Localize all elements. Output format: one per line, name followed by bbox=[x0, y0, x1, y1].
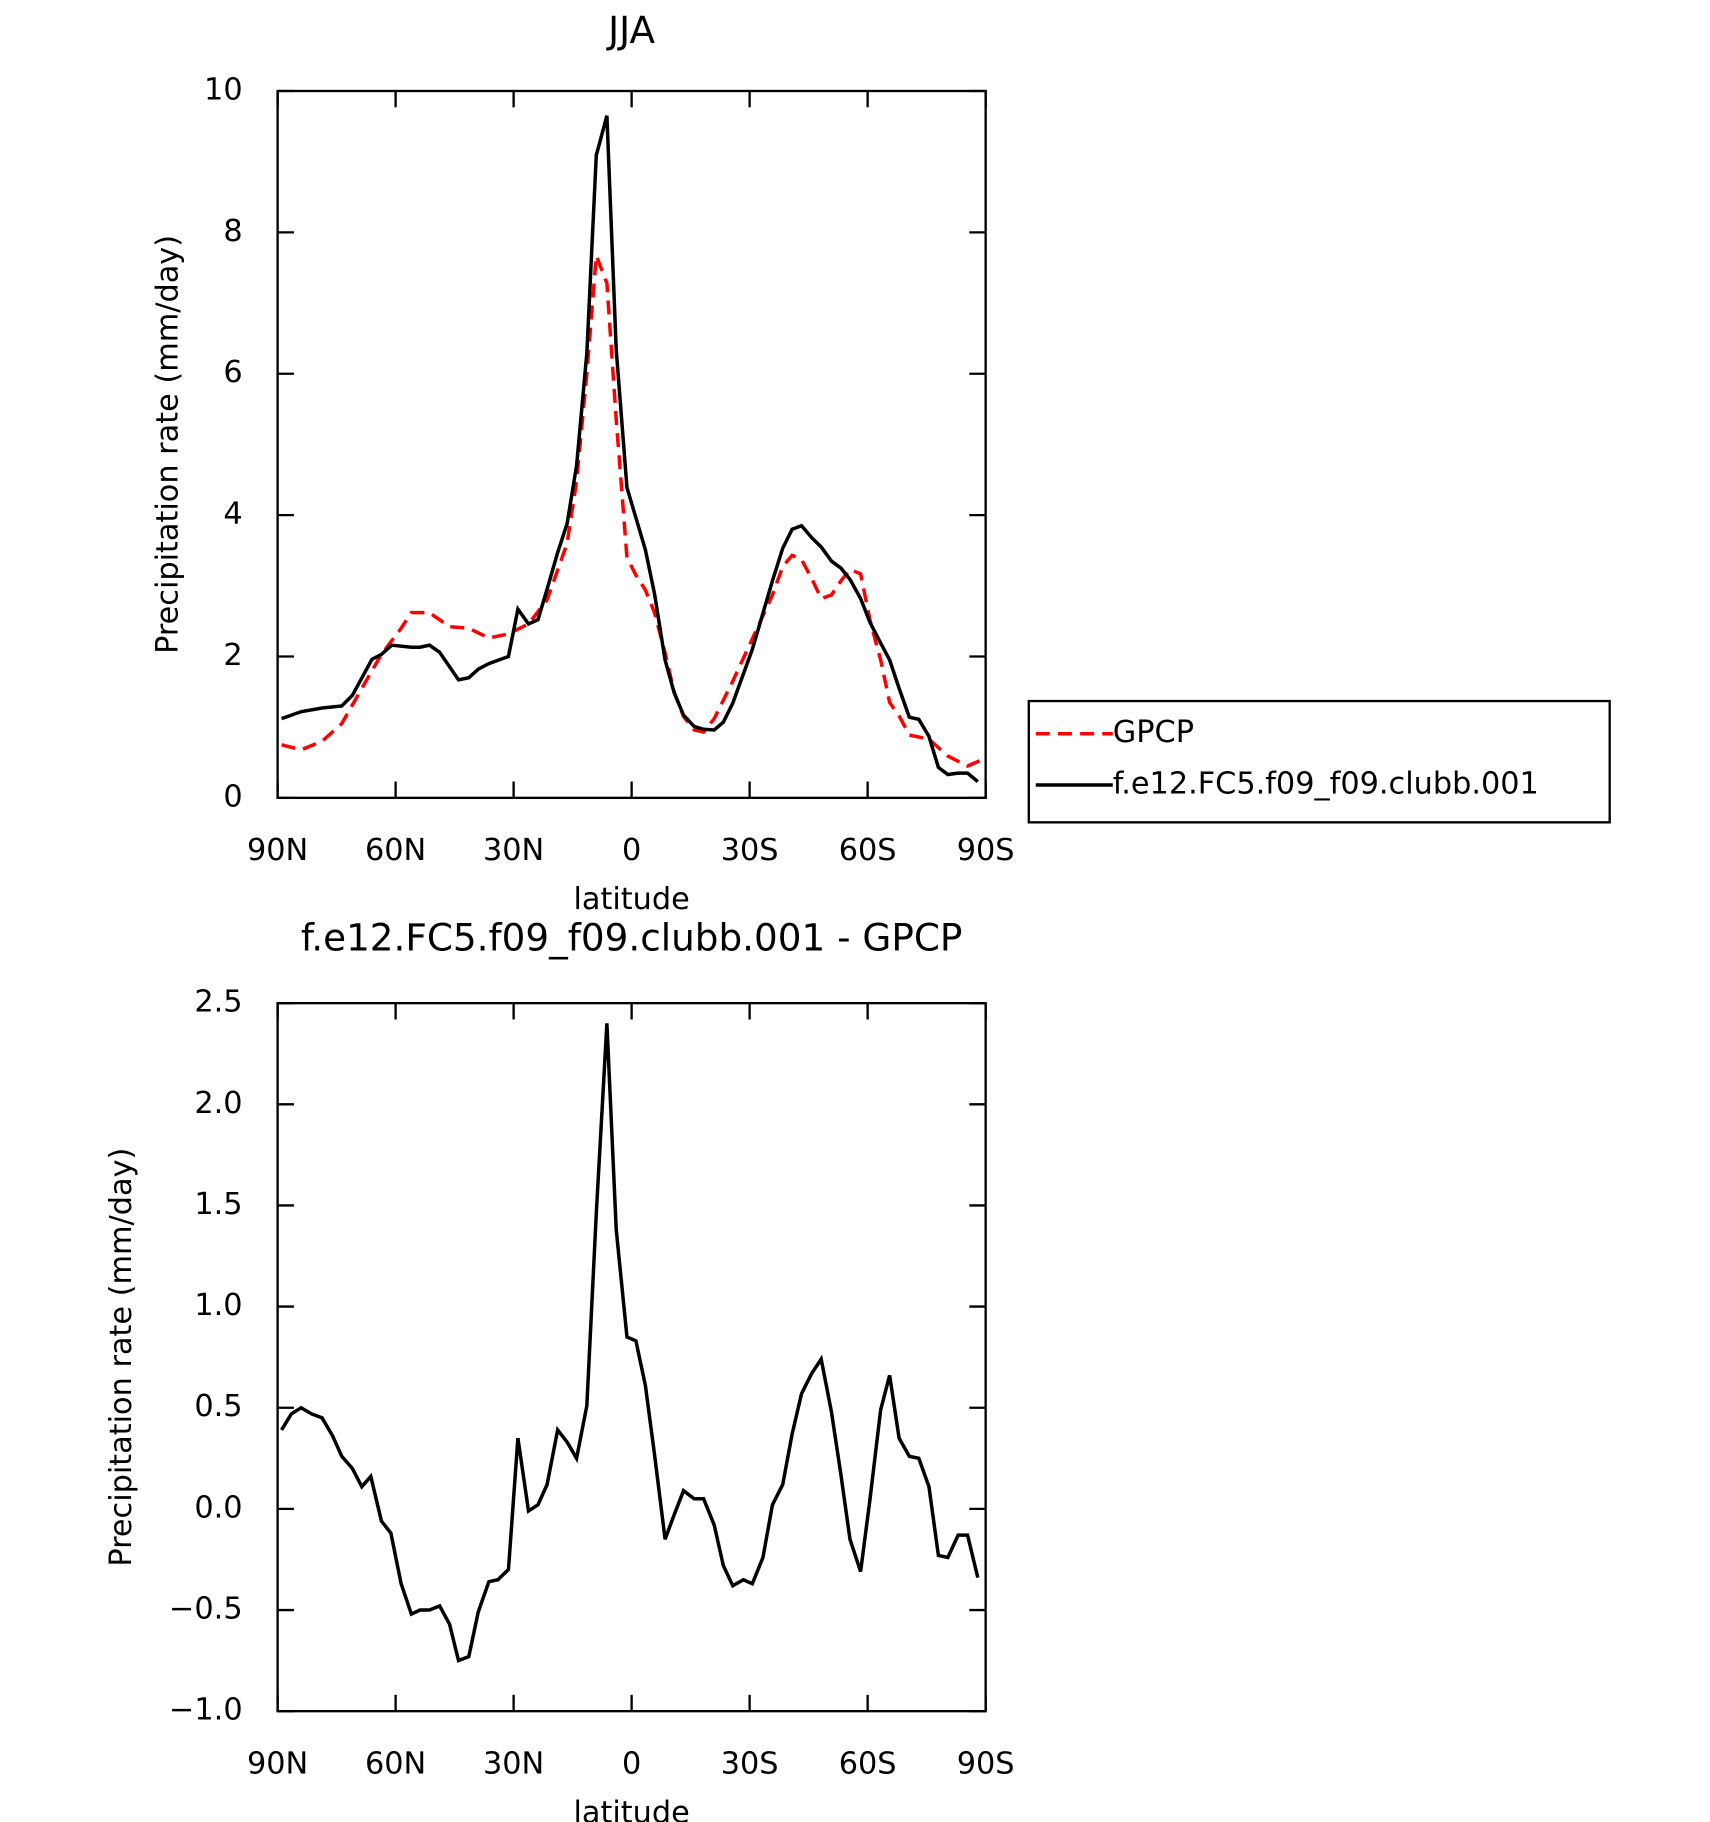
chart-title: JJA bbox=[606, 8, 655, 52]
legend-label: GPCP bbox=[1113, 715, 1194, 750]
x-tick-label: 60S bbox=[839, 1746, 897, 1781]
x-axis-label: latitude bbox=[573, 1795, 689, 1822]
y-tick-label: 8 bbox=[223, 214, 242, 249]
x-tick-label: 90N bbox=[247, 833, 308, 868]
y-tick-label: 6 bbox=[223, 355, 242, 390]
legend-label: f.e12.FC5.f09_f09.clubb.001 bbox=[1113, 767, 1539, 802]
y-axis-label: Precipitation rate (mm/day) bbox=[151, 235, 186, 654]
x-tick-label: 30S bbox=[721, 1746, 779, 1781]
y-tick-label: −1.0 bbox=[169, 1693, 243, 1728]
x-tick-label: 30N bbox=[483, 1746, 544, 1781]
y-tick-label: 4 bbox=[223, 497, 242, 532]
x-tick-label: 90S bbox=[957, 833, 1015, 868]
y-tick-label: 1.0 bbox=[194, 1288, 242, 1323]
x-tick-label: 60N bbox=[365, 1746, 426, 1781]
data-line bbox=[280, 1023, 980, 1663]
x-tick-label: 60S bbox=[839, 833, 897, 868]
x-tick-label: 30N bbox=[483, 833, 544, 868]
plot-frame bbox=[276, 1001, 987, 1713]
y-tick-label: 0.0 bbox=[194, 1490, 242, 1525]
y-tick-label: 2 bbox=[223, 638, 242, 673]
y-tick-label: 0 bbox=[223, 779, 242, 814]
x-tick-label: 30S bbox=[721, 833, 779, 868]
legend-box bbox=[1027, 699, 1611, 824]
y-tick-label: 2.0 bbox=[194, 1086, 242, 1121]
plot-frame bbox=[276, 89, 987, 800]
y-tick-label: 2.5 bbox=[194, 985, 242, 1020]
x-tick-label: 0 bbox=[622, 1746, 641, 1781]
x-tick-label: 90S bbox=[957, 1746, 1015, 1781]
y-tick-label: 1.5 bbox=[194, 1187, 242, 1222]
y-tick-label: 0.5 bbox=[194, 1389, 242, 1424]
data-line bbox=[280, 115, 979, 783]
x-axis-label: latitude bbox=[573, 882, 689, 917]
x-tick-label: 90N bbox=[247, 1746, 308, 1781]
x-tick-label: 60N bbox=[365, 833, 426, 868]
chart-title: f.e12.FC5.f09_f09.clubb.001 - GPCP bbox=[301, 916, 963, 960]
y-axis-label: Precipitation rate (mm/day) bbox=[104, 1148, 139, 1567]
x-tick-label: 0 bbox=[622, 833, 641, 868]
y-tick-label: −0.5 bbox=[169, 1592, 243, 1627]
y-tick-label: 10 bbox=[204, 72, 243, 107]
